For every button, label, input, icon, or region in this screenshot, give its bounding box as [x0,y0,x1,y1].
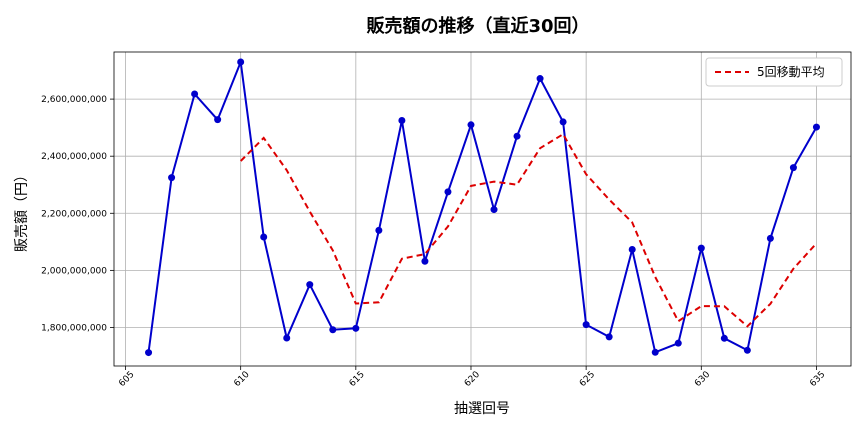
sales-data-point [536,75,544,83]
sales-data-point [628,246,636,254]
sales-data-point [191,90,199,98]
y-tick-label: 2,400,000,000 [41,152,107,162]
sales-data-point [674,339,682,347]
plot-frame [113,51,852,367]
sales-data-point [237,58,245,66]
x-tick-label: 610 [232,370,251,389]
sales-data-point [260,233,268,241]
y-tick-label: 2,000,000,000 [41,266,107,276]
sales-data-point [168,174,176,182]
sales-data-point [329,326,337,334]
sales-data-point [766,234,774,242]
sales-data-point [720,334,728,342]
x-tick-label: 615 [348,370,367,389]
x-tick-label: 630 [693,370,712,389]
sales-data-point [582,321,590,329]
sales-data-point [697,244,705,252]
chart-title: 販売額の推移（直近30回） [366,15,589,37]
legend-box [705,57,843,87]
sales-data-point [444,188,452,196]
y-tick-label: 1,800,000,000 [41,323,107,333]
sales-data-point [352,324,360,332]
sales-data-point [812,123,820,131]
sales-data-point [513,132,521,140]
legend-label-moving-average: 5回移動平均 [757,65,825,79]
x-tick-label: 620 [463,370,482,389]
sales-data-point [214,116,222,124]
sales-data-point [490,206,498,214]
legend: 5回移動平均 [705,57,843,87]
sales-data-point [651,348,659,356]
series-layer [145,58,820,357]
x-tick-label: 625 [578,370,597,389]
x-axis-ticks: 605 610 615 620 625 630 635 [117,366,827,389]
sales-data-point [398,117,406,125]
sales-data-point [421,257,429,265]
sales-data-point [789,164,797,172]
sales-data-point [375,226,383,234]
sales-data-point [467,121,475,129]
sales-data-point [605,333,613,341]
x-axis-title: 抽選回号 [454,401,510,417]
y-axis-title: 販売額（円） [14,168,30,252]
y-tick-label: 2,200,000,000 [41,209,107,219]
y-tick-label: 2,600,000,000 [41,95,107,105]
moving-average-line [239,132,818,328]
sales-series-line [147,58,818,354]
sales-data-point [559,118,567,126]
sales-data-point [743,346,751,354]
sales-data-point [145,349,153,357]
sales-data-point [306,281,314,289]
sales-data-point [283,334,291,342]
y-axis-ticks: 1,800,000,000 2,000,000,000 2,200,000,000 2… [41,95,114,333]
x-tick-label: 605 [117,370,136,389]
x-tick-label: 635 [808,370,827,389]
grid-layer [114,52,851,366]
